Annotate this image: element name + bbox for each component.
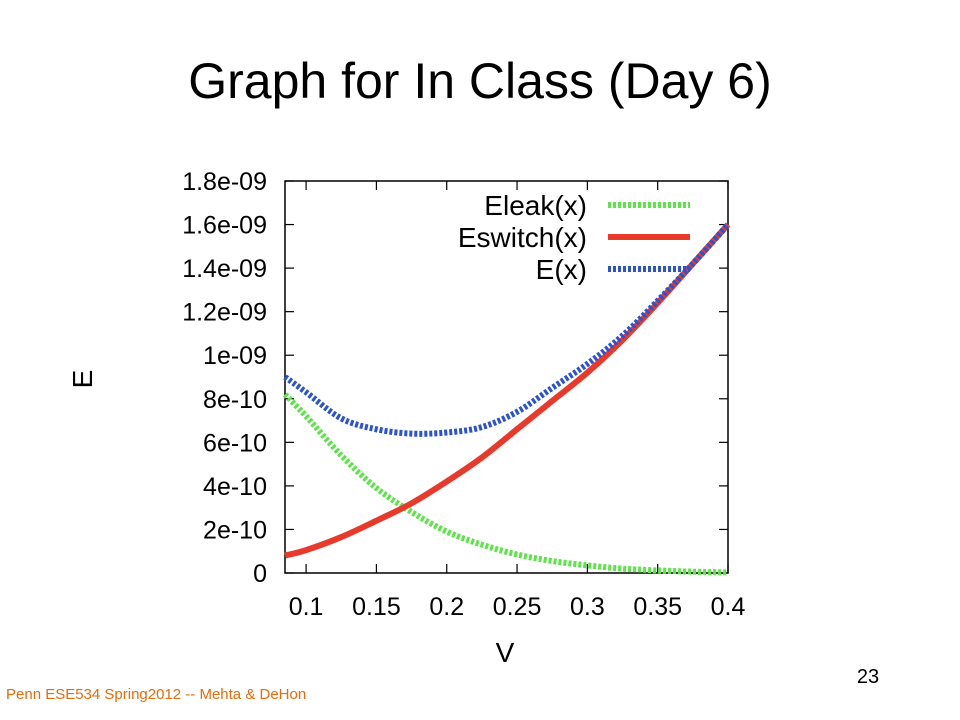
x-tick-label: 0.35 — [633, 593, 682, 621]
y-tick-label: 1.2e-09 — [182, 299, 267, 327]
page-number: 23 — [856, 666, 880, 688]
y-tick-label: 2e-10 — [203, 516, 267, 544]
x-tick-label: 0.3 — [570, 593, 605, 621]
y-tick-label: 8e-10 — [203, 386, 267, 414]
y-axis-ticks: 0 2e-10 4e-10 6e-10 8e-10 1e-09 1.2e-09 1.4e-09… — [182, 168, 728, 588]
y-tick-label: 6e-10 — [203, 429, 267, 457]
slide-title: Graph for In Class (Day 6) — [188, 53, 772, 109]
x-tick-label: 0.2 — [429, 593, 464, 621]
legend-label: Eleak(x) — [484, 190, 587, 221]
series-layer — [282, 222, 731, 576]
series-line-e-x — [283, 222, 731, 437]
x-tick-label: 0.1 — [289, 593, 324, 621]
y-tick-label: 1.6e-09 — [182, 212, 267, 240]
footer-credit: Penn ESE534 Spring2012 -- Mehta & DeHon — [6, 686, 307, 703]
legend-label: Eswitch(x) — [458, 222, 587, 253]
y-tick-label: 0 — [253, 560, 267, 588]
legend: Eleak(x)Eswitch(x)E(x) — [458, 190, 690, 285]
x-tick-label: 0.25 — [493, 593, 542, 621]
series-line-eleak-x — [282, 392, 729, 576]
y-tick-label: 1.4e-09 — [182, 255, 267, 283]
y-axis-label: E — [67, 370, 98, 389]
legend-label: E(x) — [536, 254, 587, 285]
x-tick-label: 0.15 — [352, 593, 401, 621]
y-tick-label: 4e-10 — [203, 473, 267, 501]
y-tick-label: 1.8e-09 — [182, 168, 267, 196]
series-line-eswitch-x — [284, 222, 731, 559]
x-axis-label: V — [496, 637, 515, 668]
x-axis-ticks: 0.1 0.15 0.2 0.25 0.3 0.35 0.4 — [289, 181, 746, 621]
x-tick-label: 0.4 — [711, 593, 746, 621]
y-tick-label: 1e-09 — [203, 342, 267, 370]
